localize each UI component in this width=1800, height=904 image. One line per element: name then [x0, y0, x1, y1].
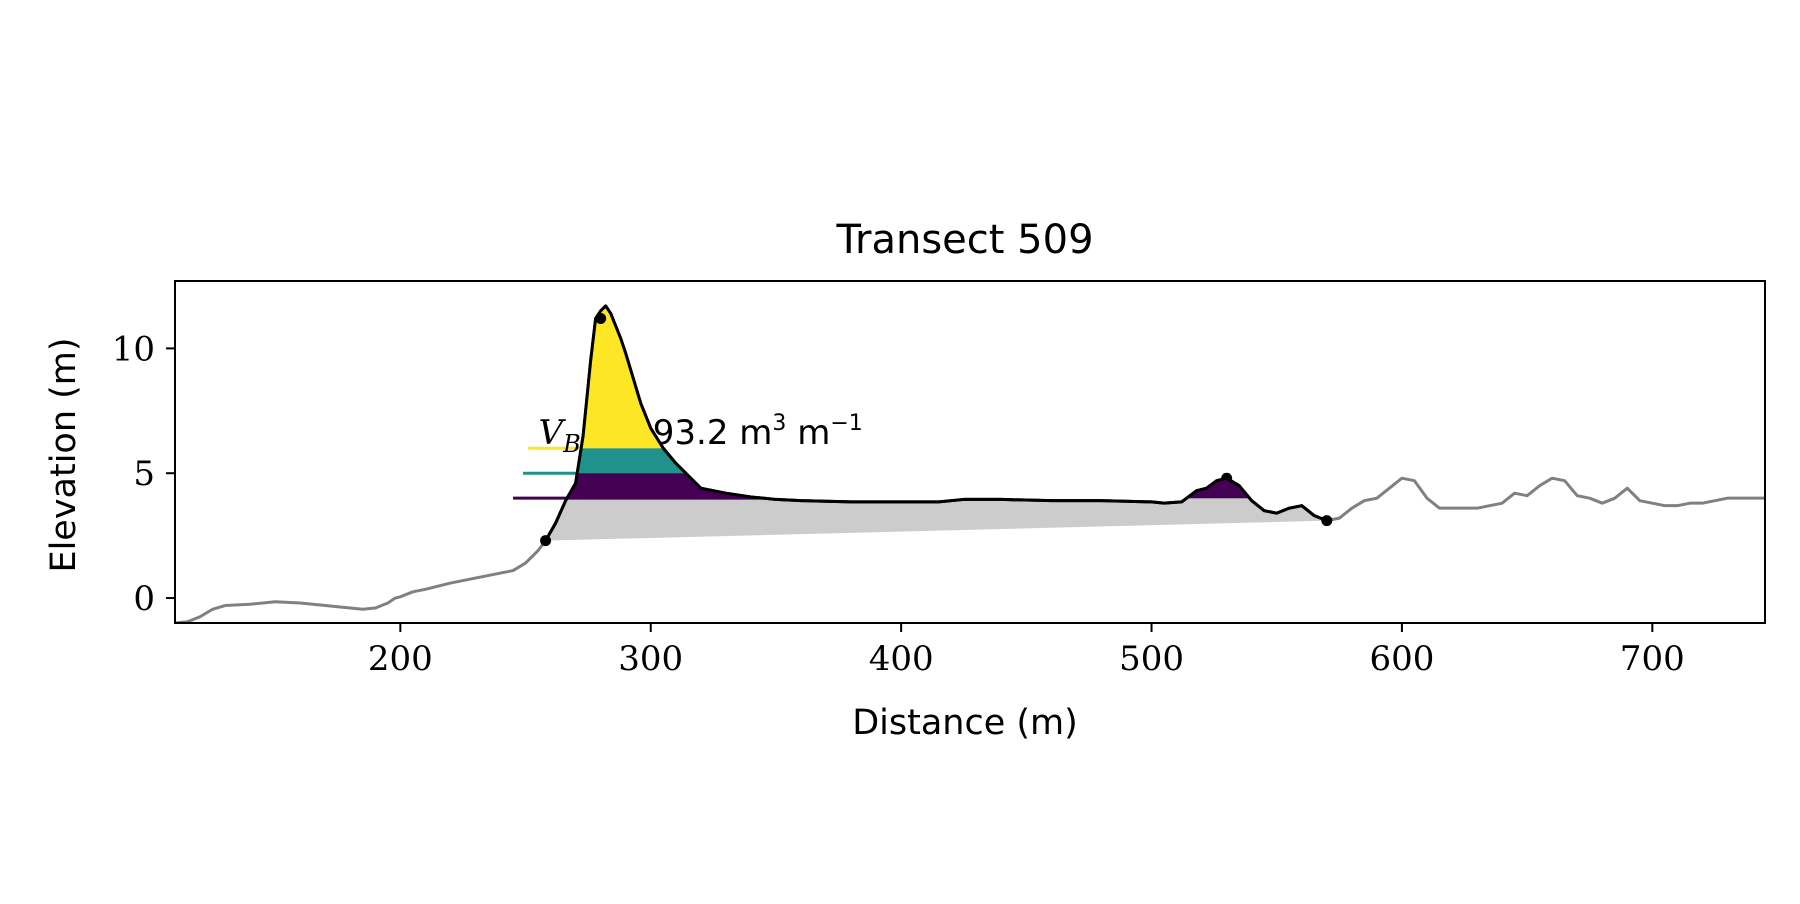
- elevation-bands: [545, 305, 1327, 499]
- x-axis-label: Distance (m): [852, 703, 1078, 743]
- label-occluder: [545, 305, 1327, 499]
- chart-title: Transect 509: [835, 217, 1093, 263]
- crest-marker-overlay: [595, 312, 607, 324]
- axes-frame: [174, 280, 1766, 624]
- profile-line-left: [175, 539, 547, 623]
- profile-line-right: [1326, 476, 1765, 523]
- volume-label: VB 93.2 m3 m−1: [539, 411, 863, 458]
- volume-unit2: m: [786, 413, 830, 453]
- dune-profile-overlay: [544, 304, 1328, 542]
- x-tick-label: 500: [1119, 639, 1184, 679]
- band-overlay-1: [545, 448, 1327, 474]
- volume-symbol: V: [539, 413, 567, 453]
- x-tick-label: 400: [869, 639, 934, 679]
- y-tick-label: 10: [112, 329, 155, 369]
- x-tick-label: 300: [618, 639, 683, 679]
- y-tick-label: 0: [133, 579, 155, 619]
- band-2: [545, 305, 1327, 449]
- band-overlay-2: [545, 305, 1327, 449]
- plot-clip-group: [175, 304, 1765, 623]
- volume-fill: [545, 305, 1327, 541]
- x-tick-label: 200: [368, 639, 433, 679]
- volume-subscript: B: [562, 430, 581, 458]
- band-1: [545, 448, 1327, 474]
- volume-exp1: 3: [772, 411, 786, 436]
- volume-exp2: −1: [830, 411, 862, 436]
- y-axis-label: Elevation (m): [44, 337, 84, 572]
- y-tick-label: 5: [133, 454, 155, 494]
- plot-area: [175, 304, 1765, 623]
- x-tick-label: 700: [1620, 639, 1685, 679]
- x-tick-label: 600: [1369, 639, 1434, 679]
- volume-value: 93.2 m: [653, 413, 773, 453]
- ticks: 200 300 400 500 600 700 0 5 10: [112, 329, 1685, 679]
